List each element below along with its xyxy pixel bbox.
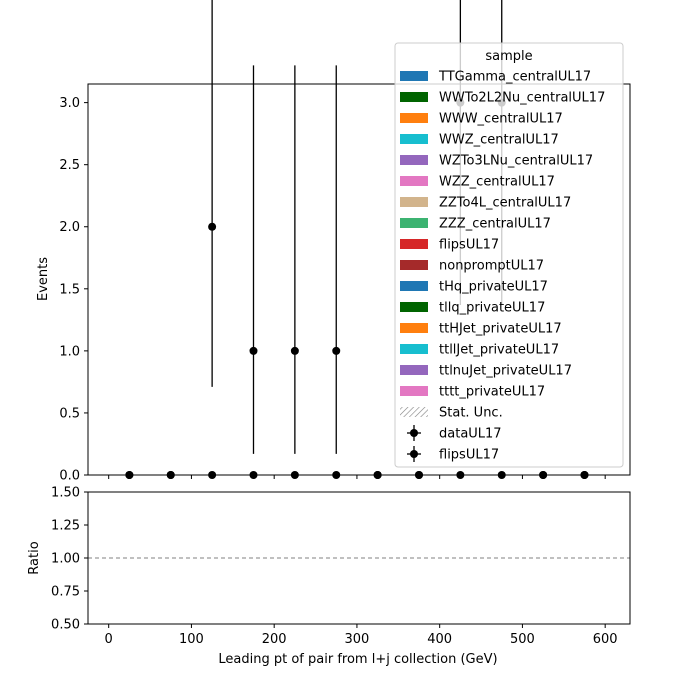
data-point: [332, 346, 341, 355]
legend-swatch: [400, 218, 428, 228]
legend-swatch: [400, 239, 428, 249]
main-x-ticks: [108, 475, 606, 479]
x-tick-label: 100: [179, 632, 204, 647]
x-tick-label: 300: [345, 632, 370, 647]
x-tick-label: 400: [427, 632, 452, 647]
legend-label: nonpromptUL17: [439, 259, 544, 274]
main-y-tick-label: 3.0: [59, 96, 80, 111]
main-y-ticks: 0.0 0.5 1.0 1.5 2.0 2.5 3.0: [59, 96, 88, 484]
legend-title: sample: [485, 49, 532, 64]
legend-swatch: [400, 197, 428, 207]
data-point: [208, 222, 217, 231]
ratio-y-tick-label: 1.00: [51, 552, 80, 567]
ratio-axes-frame: [87, 491, 631, 625]
legend-label: flipsUL17: [439, 238, 499, 253]
legend-label: tHq_privateUL17: [439, 280, 548, 295]
legend-swatch: [400, 323, 428, 333]
legend-entries: TTGamma_centralUL17 WWTo2L2Nu_centralUL17…: [400, 70, 605, 463]
legend-label: WWTo2L2Nu_centralUL17: [439, 91, 605, 106]
main-y-tick-label: 2.0: [59, 220, 80, 235]
legend-label: ttHJet_privateUL17: [439, 322, 562, 337]
legend-swatch: [400, 155, 428, 165]
main-y-tick-label: 1.0: [59, 344, 80, 359]
legend-hatch-swatch: [400, 407, 428, 417]
legend-swatch: [400, 92, 428, 102]
ratio-x-ticks: 0 100 200 300 400 500 600: [105, 624, 618, 647]
legend-label: flipsUL17: [439, 448, 499, 463]
legend-swatch: [400, 134, 428, 144]
legend-swatch: [400, 344, 428, 354]
legend-swatch: [400, 302, 428, 312]
main-y-axis-label: Events: [36, 257, 51, 301]
legend-marker: [410, 450, 418, 458]
legend: sample TTGamma_centralUL17 WWTo2L2Nu_cent…: [394, 42, 624, 468]
legend-swatch: [400, 386, 428, 396]
legend-label: WWZ_centralUL17: [439, 133, 559, 148]
legend-label: tttt_privateUL17: [439, 385, 545, 400]
ratio-y-tick-label: 1.25: [51, 519, 80, 534]
legend-frame: [394, 42, 624, 468]
legend-label: ZZZ_centralUL17: [439, 217, 551, 232]
legend-label: ZZTo4L_centralUL17: [439, 196, 571, 211]
legend-label: ttllJet_privateUL17: [439, 343, 559, 358]
main-y-tick-label: 2.5: [59, 158, 80, 173]
legend-marker: [410, 429, 418, 437]
legend-label: WZTo3LNu_centralUL17: [439, 154, 593, 169]
x-tick-label: 600: [593, 632, 618, 647]
data-point: [290, 346, 299, 355]
legend-swatch: [400, 260, 428, 270]
legend-label: tllq_privateUL17: [439, 301, 545, 316]
legend-label: Stat. Unc.: [439, 406, 503, 421]
ratio-y-ticks: 0.50 0.75 1.00 1.25 1.50: [51, 486, 88, 633]
main-axes-frame: [87, 83, 631, 476]
ratio-y-tick-label: 0.50: [51, 618, 80, 633]
x-axis-label: Leading pt of pair from l+j collection (…: [218, 652, 497, 667]
ratio-panel: 0.50 0.75 1.00 1.25 1.50 0 100 200 300 400 500 600…: [27, 486, 631, 667]
legend-swatch: [400, 71, 428, 81]
main-y-tick-label: 0.5: [59, 406, 80, 421]
legend-label: WWW_centralUL17: [439, 112, 563, 127]
legend-swatch: [400, 176, 428, 186]
main-y-tick-label: 0.0: [59, 469, 80, 484]
legend-swatch: [400, 281, 428, 291]
x-tick-label: 500: [510, 632, 535, 647]
legend-swatch: [400, 365, 428, 375]
ratio-y-axis-label: Ratio: [27, 541, 42, 574]
ratio-y-tick-label: 0.75: [51, 585, 80, 600]
x-tick-label: 200: [262, 632, 287, 647]
legend-label: dataUL17: [439, 427, 502, 442]
x-tick-label: 0: [105, 632, 113, 647]
legend-label: WZZ_centralUL17: [439, 175, 555, 190]
data-point: [249, 346, 258, 355]
legend-label: ttlnuJet_privateUL17: [439, 364, 572, 379]
legend-label: TTGamma_centralUL17: [438, 70, 591, 85]
ratio-y-tick-label: 1.50: [51, 486, 80, 501]
main-y-tick-label: 1.5: [59, 282, 80, 297]
legend-swatch: [400, 113, 428, 123]
